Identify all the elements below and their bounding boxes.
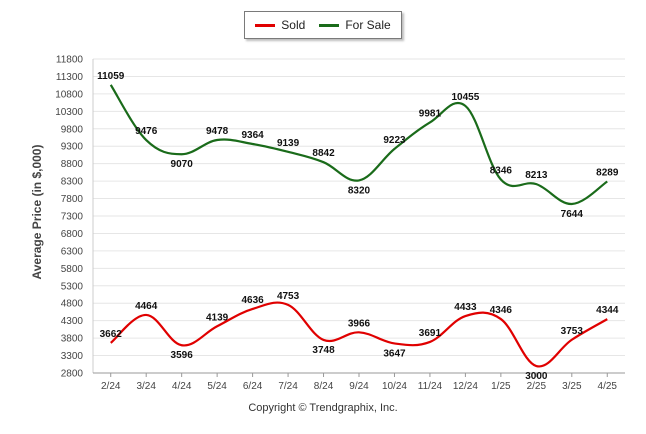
x-tick-label-7/24: 7/24: [278, 381, 298, 392]
data-label-sold-2: 3596: [171, 350, 194, 361]
data-label-sold-7: 3966: [348, 318, 371, 329]
series-lines: [109, 84, 608, 368]
data-label-for-sale-13: 7644: [561, 209, 584, 220]
x-tick-label-4/24: 4/24: [172, 381, 192, 392]
data-label-sold-14: 4344: [596, 305, 619, 316]
y-tick-label-4800: 4800: [61, 299, 84, 310]
x-tick-label-6/24: 6/24: [243, 381, 263, 392]
y-tick-label-11800: 11800: [56, 55, 84, 66]
y-tick-label-4300: 4300: [61, 316, 84, 327]
data-label-sold-4: 4636: [241, 295, 264, 306]
x-tick-label-3/24: 3/24: [136, 381, 156, 392]
legend-swatch-sold: [255, 23, 276, 27]
data-labels: 3662 4464 3596 4139 4636 4753 3748 3966 3647 3691…: [97, 71, 619, 382]
x-tick-label-2/24: 2/24: [101, 381, 121, 392]
data-label-for-sale-3: 9478: [206, 126, 229, 137]
y-tick-label-9800: 9800: [61, 124, 84, 135]
data-label-for-sale-12: 8213: [525, 170, 548, 181]
x-tick-label-12/24: 12/24: [453, 381, 478, 392]
x-axis-ticks: 2/24 3/24 4/24 5/24 6/24 7/24 8/24 9/24 10/24 11/…: [101, 373, 617, 392]
data-label-sold-5: 4753: [277, 291, 300, 302]
y-tick-label-7300: 7300: [61, 212, 84, 223]
copyright-text: Copyright © Trendgraphix, Inc.: [248, 402, 398, 414]
y-tick-label-7800: 7800: [61, 194, 84, 205]
data-label-sold-1: 4464: [135, 301, 158, 312]
data-label-sold-6: 3748: [312, 345, 335, 356]
x-tick-label-9/24: 9/24: [349, 381, 369, 392]
legend-label-sold: Sold: [281, 18, 306, 32]
data-label-for-sale-6: 8842: [312, 148, 335, 159]
y-tick-label-2800: 2800: [61, 369, 84, 380]
data-label-sold-0: 3662: [100, 329, 123, 340]
y-tick-label-6800: 6800: [61, 229, 84, 240]
x-tick-label-8/24: 8/24: [314, 381, 334, 392]
x-tick-label-5/24: 5/24: [207, 381, 227, 392]
y-tick-label-3800: 3800: [61, 334, 84, 345]
y-tick-label-5300: 5300: [61, 281, 84, 292]
series-line-sold: [109, 301, 608, 368]
x-tick-label-3/25: 3/25: [562, 381, 582, 392]
y-tick-label-10300: 10300: [55, 107, 83, 118]
legend: Sold For Sale: [244, 11, 402, 39]
y-tick-label-9300: 9300: [61, 142, 84, 153]
x-tick-label-1/25: 1/25: [491, 381, 511, 392]
data-label-sold-11: 4346: [490, 305, 513, 316]
data-label-sold-8: 3647: [383, 348, 406, 359]
y-tick-label-11300: 11300: [56, 72, 84, 83]
data-label-sold-12: 3000: [525, 371, 548, 382]
y-tick-label-6300: 6300: [61, 246, 84, 257]
x-tick-label-2/25: 2/25: [527, 381, 547, 392]
y-axis-label: Average Price (in $,000): [30, 144, 44, 280]
data-label-for-sale-8: 9223: [383, 135, 406, 146]
data-label-for-sale-10: 10455: [451, 92, 479, 103]
data-label-sold-9: 3691: [419, 328, 442, 339]
x-tick-label-4/25: 4/25: [598, 381, 618, 392]
legend-item-sold[interactable]: Sold: [255, 18, 305, 32]
data-label-sold-3: 4139: [206, 312, 229, 323]
x-tick-label-10/24: 10/24: [382, 381, 407, 392]
y-tick-label-10800: 10800: [55, 89, 83, 100]
data-label-sold-13: 3753: [561, 326, 584, 337]
data-label-for-sale-0: 11059: [97, 71, 125, 82]
y-tick-label-5800: 5800: [61, 264, 84, 275]
data-label-for-sale-1: 9476: [135, 126, 158, 137]
legend-swatch-for-sale: [319, 23, 340, 27]
x-tick-label-11/24: 11/24: [418, 381, 443, 392]
legend-item-for-sale[interactable]: For Sale: [319, 18, 391, 32]
data-label-for-sale-2: 9070: [171, 159, 194, 170]
data-label-for-sale-7: 8320: [348, 185, 371, 196]
data-label-for-sale-9: 9981: [419, 108, 442, 119]
data-label-for-sale-14: 8289: [596, 167, 619, 178]
y-axis-ticks: 2800 3300 3800 4300 4800 5300 5800 6300 6800 7300…: [55, 55, 83, 380]
data-label-for-sale-5: 9139: [277, 138, 300, 149]
data-label-for-sale-11: 8346: [490, 166, 513, 177]
grid-lines: [92, 58, 625, 374]
data-label-for-sale-4: 9364: [241, 130, 264, 141]
legend-label-for-sale: For Sale: [345, 18, 391, 32]
series-line-for-sale: [109, 84, 608, 206]
y-tick-label-8800: 8800: [61, 159, 84, 170]
data-label-sold-10: 4433: [454, 302, 477, 313]
y-tick-label-8300: 8300: [61, 177, 84, 188]
y-tick-label-3300: 3300: [61, 351, 84, 362]
